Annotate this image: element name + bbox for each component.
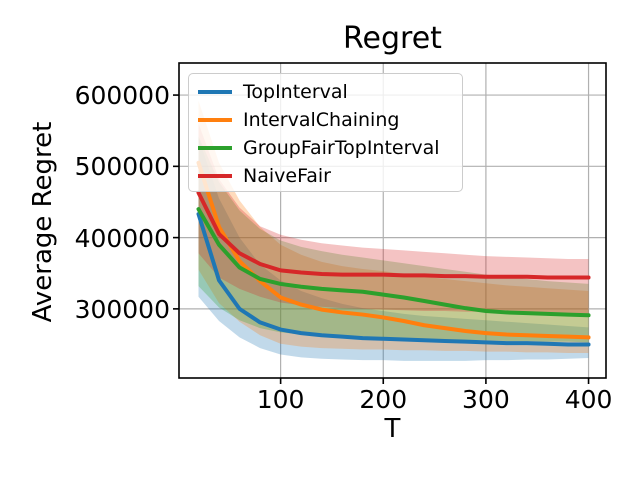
legend-entry-naivefair: NaiveFair [189,162,462,190]
legend-line-swatch [198,118,232,122]
confidence-band-topinterval [198,137,589,361]
y-tick-label: 300000 [74,294,170,324]
legend-line-swatch [198,174,232,178]
legend-label: NaiveFair [243,165,331,187]
legend-entry-intervalchaining: IntervalChaining [189,106,462,134]
series-line-intervalchaining [196,160,591,340]
confidence-band-groupfairtopinterval [198,136,589,343]
series-line-naivefair [196,190,591,280]
x-tick-label: 400 [564,385,613,414]
legend-entry-topinterval: TopInterval [189,78,462,106]
y-tick-label: 400000 [74,223,170,253]
x-tick-label: 200 [359,385,408,414]
series-line-topinterval [196,212,591,347]
legend-label: IntervalChaining [243,109,400,131]
legend-label: TopInterval [243,81,348,103]
y-tick-label: 500000 [74,152,170,182]
confidence-band-intervalchaining [198,100,589,354]
chart-title: Regret [343,21,442,56]
confidence-band-naivefair [198,123,589,314]
x-tick-label: 100 [256,385,305,414]
plot-border [178,62,607,379]
x-tick-label: 300 [462,385,510,414]
legend-label: GroupFairTopInterval [243,137,440,159]
x-axis-label: T [384,414,401,444]
series-line-groupfairtopinterval [196,207,591,318]
legend-line-swatch [198,90,232,94]
legend: TopInterval IntervalChaining GroupFairTopI… [188,73,463,192]
legend-entry-groupfairtopinterval: GroupFairTopInterval [189,134,462,162]
legend-line-swatch [198,146,232,150]
y-tick-label: 600000 [74,81,170,111]
